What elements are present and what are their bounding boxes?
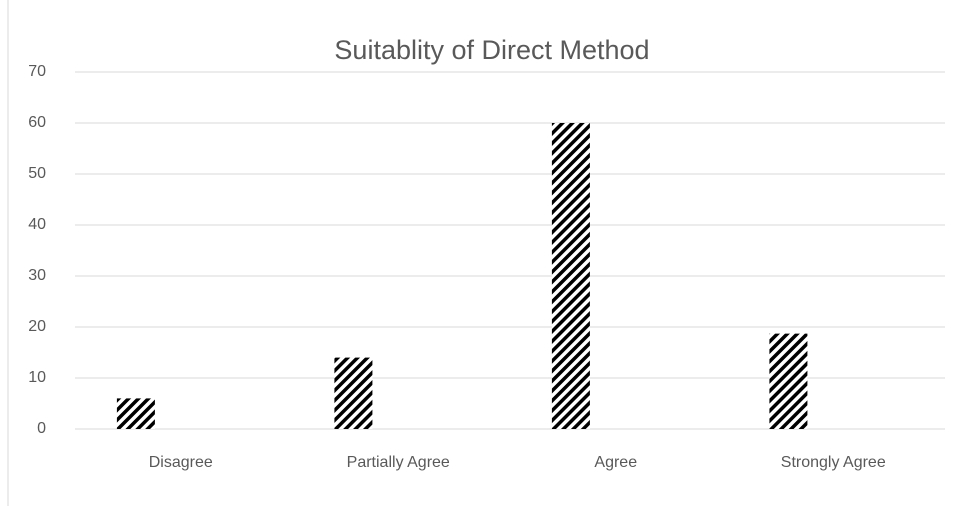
bar [769,333,808,429]
x-tick-label: Disagree [149,454,213,471]
y-tick-label: 40 [28,216,46,233]
y-tick-label: 30 [28,267,46,284]
y-tick-label: 60 [28,114,46,131]
x-tick-label: Partially Agree [347,454,450,471]
x-tick-label: Strongly Agree [781,454,886,471]
x-tick-label: Agree [594,454,637,471]
y-tick-label: 10 [28,369,46,386]
bar [551,123,590,429]
y-tick-label: 0 [37,420,46,437]
chart-border [7,0,9,506]
y-tick-label: 70 [28,63,46,80]
chart-title: Suitablity of Direct Method [334,35,649,65]
bar [334,357,373,429]
y-tick-label: 20 [28,318,46,335]
y-tick-label: 50 [28,165,46,182]
bar [116,398,155,429]
